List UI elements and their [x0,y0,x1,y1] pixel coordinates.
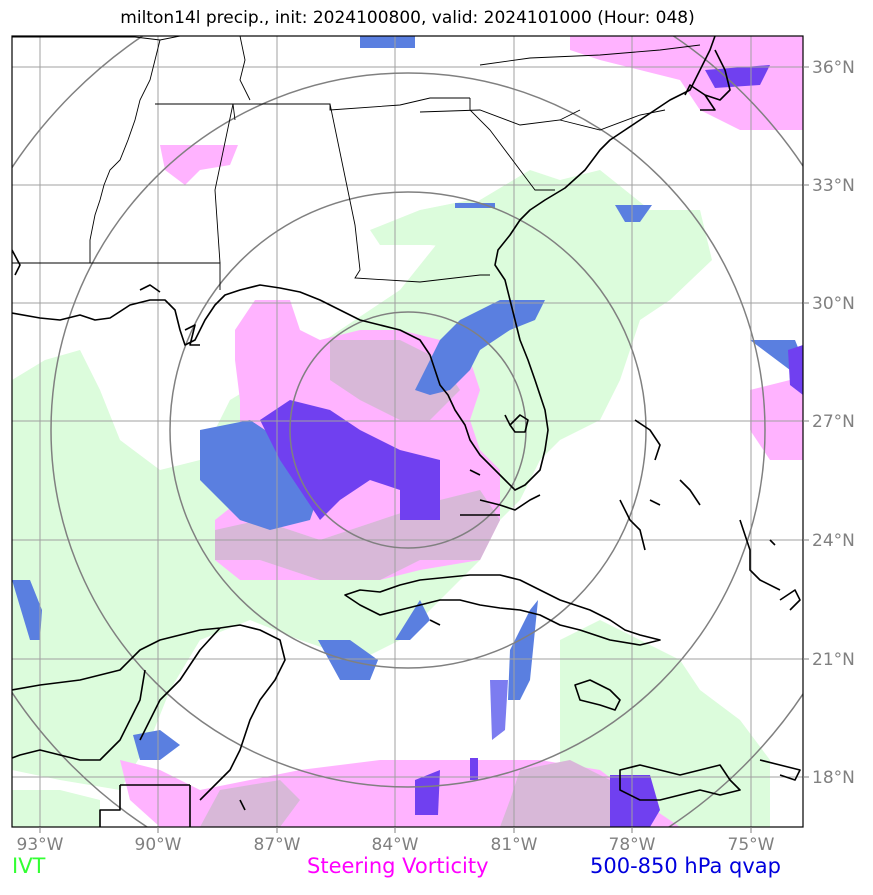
state-boundaries [12,36,701,290]
graticule [12,36,803,827]
map-frame [11,35,804,828]
lon-tick-label: 84°W [372,835,419,855]
lat-tick-label: 36°N [812,58,855,78]
lat-tick-label: 18°N [812,768,855,788]
lon-tick-label: 90°W [135,835,182,855]
map-title: milton14l precip., init: 2024100800, val… [120,8,695,28]
lon-tick-label: 87°W [254,835,301,855]
legend-steering-vorticity: Steering Vorticity [307,854,489,878]
lon-tick-label: 93°W [17,835,64,855]
lon-tick-labels: 93°W 90°W 87°W 84°W 81°W 78°W 75°W [17,835,775,855]
lat-tick-label: 30°N [812,294,855,314]
lat-tick-label: 24°N [812,531,855,551]
lat-tick-label: 27°N [812,412,855,432]
legend-ivt: IVT [12,854,46,878]
coastlines [12,36,801,827]
lat-tick-labels: 36°N 33°N 30°N 27°N 24°N 21°N 18°N [812,58,855,788]
lat-tick-label: 21°N [812,650,855,670]
legend-qvap: 500-850 hPa qvap [590,854,781,878]
lat-tick-label: 33°N [812,176,855,196]
lon-tick-label: 75°W [728,835,775,855]
lon-tick-label: 81°W [491,835,538,855]
tick-marks [39,66,809,833]
lon-tick-label: 78°W [609,835,656,855]
